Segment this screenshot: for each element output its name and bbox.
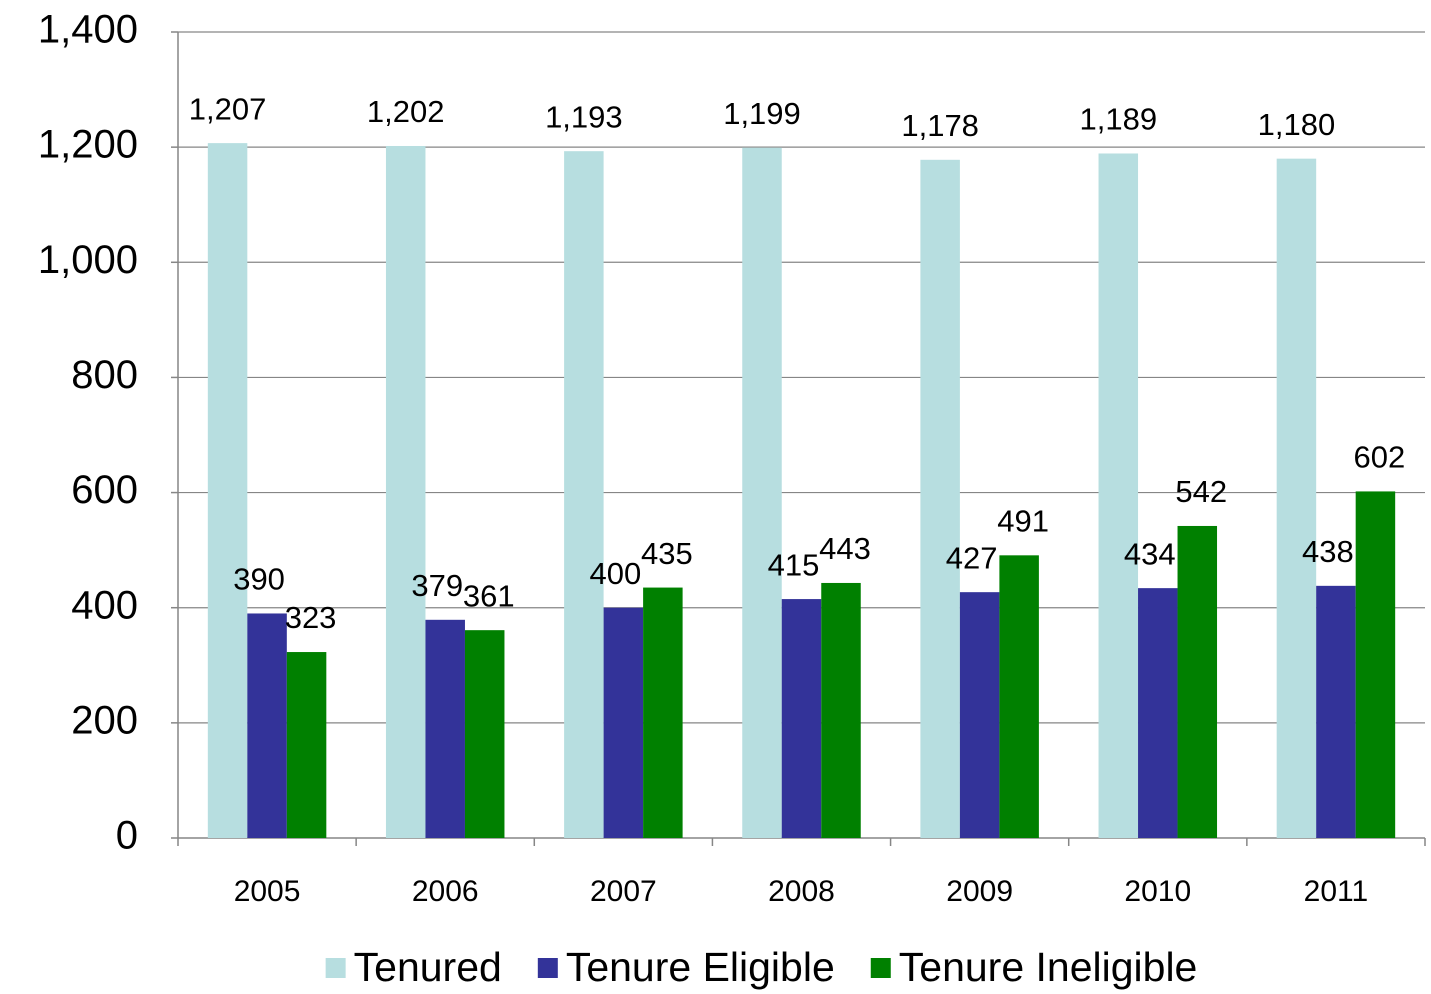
data-label: 1,202 xyxy=(367,94,445,129)
data-label: 602 xyxy=(1354,440,1406,475)
y-tick-label: 600 xyxy=(71,468,138,512)
data-label: 1,189 xyxy=(1079,102,1157,137)
bar xyxy=(781,599,822,838)
data-label: 434 xyxy=(1124,536,1176,571)
data-label: 361 xyxy=(463,578,515,613)
bar xyxy=(959,592,1000,838)
data-label: 323 xyxy=(285,600,337,635)
x-tick-label: 2006 xyxy=(412,875,479,908)
bar xyxy=(464,630,505,838)
y-tick-label: 1,400 xyxy=(38,8,138,52)
bar xyxy=(821,582,861,838)
bar xyxy=(742,147,782,838)
data-label: 443 xyxy=(819,531,871,566)
bar xyxy=(643,587,683,838)
bar xyxy=(207,143,248,838)
legend-swatch xyxy=(537,958,558,978)
bar xyxy=(1276,158,1317,838)
bar xyxy=(564,151,604,838)
data-label: 427 xyxy=(946,540,998,575)
data-label: 1,199 xyxy=(723,96,801,131)
bar xyxy=(286,652,327,838)
data-label: 400 xyxy=(589,556,641,591)
bar xyxy=(999,555,1039,838)
data-label: 1,180 xyxy=(1258,107,1336,142)
x-tick-label: 2005 xyxy=(234,875,301,908)
legend-swatch xyxy=(870,958,891,978)
bar xyxy=(1138,588,1178,838)
y-tick-label: 0 xyxy=(116,814,138,858)
data-label: 1,193 xyxy=(545,99,623,134)
data-label: 542 xyxy=(1175,474,1227,509)
y-tick-label: 1,200 xyxy=(38,123,138,167)
data-label: 435 xyxy=(641,536,693,571)
x-tick-label: 2007 xyxy=(590,875,657,908)
bar xyxy=(603,607,644,838)
x-tick-label: 2011 xyxy=(1304,875,1369,908)
data-label: 491 xyxy=(997,504,1049,539)
legend-swatch xyxy=(325,958,346,978)
bar xyxy=(920,159,960,838)
y-tick-label: 400 xyxy=(71,583,138,627)
bar xyxy=(385,145,426,838)
legend-label: Tenure Eligible xyxy=(566,944,835,990)
x-tick-label: 2009 xyxy=(946,875,1013,908)
x-tick-label: 2008 xyxy=(768,875,835,908)
y-tick-label: 200 xyxy=(71,698,138,742)
y-tick-label: 800 xyxy=(71,353,138,397)
data-label: 415 xyxy=(768,547,820,582)
data-label: 1,207 xyxy=(189,91,267,126)
data-label: 1,178 xyxy=(901,108,979,143)
bar xyxy=(1316,585,1356,838)
data-label: 438 xyxy=(1302,534,1354,569)
legend-label: Tenure Ineligible xyxy=(899,944,1198,990)
data-label: 379 xyxy=(411,568,463,603)
bar xyxy=(1355,491,1396,838)
y-tick-label: 1,000 xyxy=(38,238,138,282)
legend-label: Tenured xyxy=(354,944,502,990)
x-tick-label: 2010 xyxy=(1124,875,1191,908)
bar xyxy=(1177,525,1218,838)
bar xyxy=(247,613,287,838)
bar xyxy=(425,619,465,838)
data-label: 390 xyxy=(233,562,285,597)
bar xyxy=(1098,153,1139,838)
